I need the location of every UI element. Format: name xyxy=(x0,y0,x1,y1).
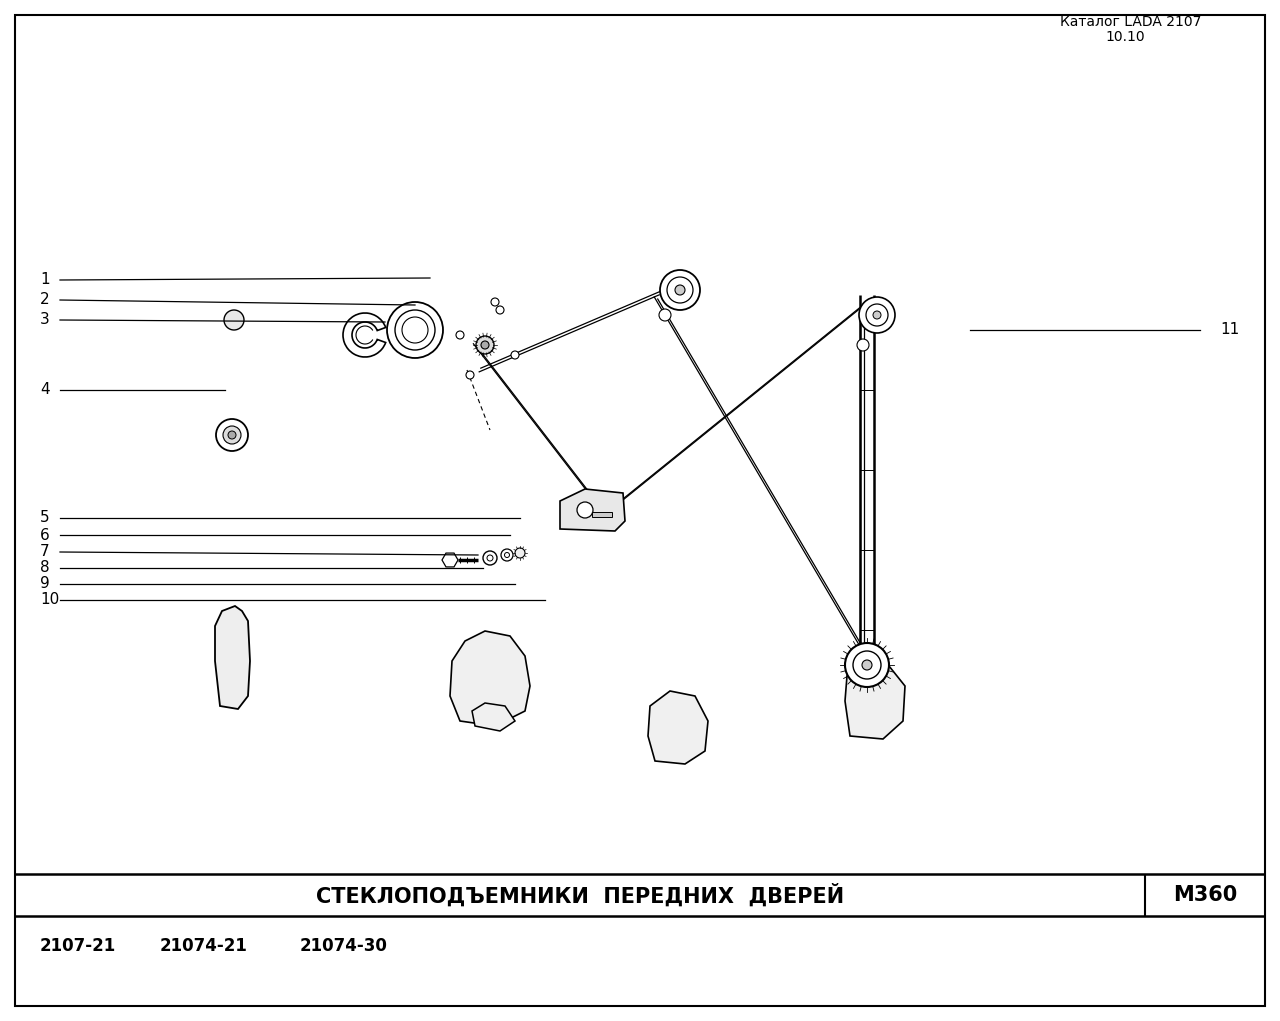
Text: 5: 5 xyxy=(40,510,50,526)
Circle shape xyxy=(577,502,593,518)
Circle shape xyxy=(873,311,881,319)
Text: 21074-30: 21074-30 xyxy=(300,937,388,955)
Circle shape xyxy=(867,304,888,326)
Text: 8: 8 xyxy=(40,561,50,576)
Text: 21074-21: 21074-21 xyxy=(160,937,248,955)
Circle shape xyxy=(476,336,494,354)
Circle shape xyxy=(216,419,248,451)
Text: М360: М360 xyxy=(1172,885,1238,905)
Circle shape xyxy=(402,317,428,343)
Circle shape xyxy=(852,651,881,679)
Circle shape xyxy=(859,297,895,333)
Circle shape xyxy=(497,306,504,314)
Circle shape xyxy=(481,341,489,349)
Text: 6: 6 xyxy=(40,528,50,542)
Circle shape xyxy=(387,302,443,358)
Circle shape xyxy=(504,552,509,557)
Circle shape xyxy=(675,285,685,295)
Circle shape xyxy=(466,371,474,379)
Text: СТЕКЛОПОДЪЕМНИКИ  ПЕРЕДНИХ  ДВЕРЕЙ: СТЕКЛОПОДЪЕМНИКИ ПЕРЕДНИХ ДВЕРЕЙ xyxy=(316,883,844,907)
Text: 2: 2 xyxy=(40,292,50,307)
Circle shape xyxy=(486,555,493,561)
Circle shape xyxy=(456,331,465,339)
Text: 3: 3 xyxy=(40,312,50,328)
Text: 1: 1 xyxy=(40,273,50,288)
Circle shape xyxy=(483,551,497,565)
Polygon shape xyxy=(442,553,458,567)
Circle shape xyxy=(492,298,499,306)
Circle shape xyxy=(515,548,525,558)
Polygon shape xyxy=(845,657,905,739)
Polygon shape xyxy=(451,631,530,726)
Polygon shape xyxy=(561,489,625,531)
Bar xyxy=(591,512,612,517)
Circle shape xyxy=(223,426,241,444)
Text: 2107-21: 2107-21 xyxy=(40,937,116,955)
Polygon shape xyxy=(648,691,708,764)
Text: Каталог LADA 2107: Каталог LADA 2107 xyxy=(1060,15,1202,29)
Text: 9: 9 xyxy=(40,577,50,591)
Circle shape xyxy=(396,310,435,350)
Text: 10: 10 xyxy=(40,592,59,607)
Text: 11: 11 xyxy=(1220,323,1239,338)
Circle shape xyxy=(500,549,513,561)
Circle shape xyxy=(667,277,692,303)
Wedge shape xyxy=(343,313,385,357)
Circle shape xyxy=(224,310,244,330)
Circle shape xyxy=(845,643,890,687)
Text: 7: 7 xyxy=(40,544,50,560)
Circle shape xyxy=(858,339,869,351)
Text: 4: 4 xyxy=(40,383,50,397)
Circle shape xyxy=(228,431,236,439)
Circle shape xyxy=(511,351,518,359)
Circle shape xyxy=(861,660,872,670)
Polygon shape xyxy=(472,703,515,731)
Circle shape xyxy=(659,309,671,321)
Polygon shape xyxy=(215,606,250,709)
Circle shape xyxy=(660,270,700,310)
Text: 10.10: 10.10 xyxy=(1105,30,1144,44)
